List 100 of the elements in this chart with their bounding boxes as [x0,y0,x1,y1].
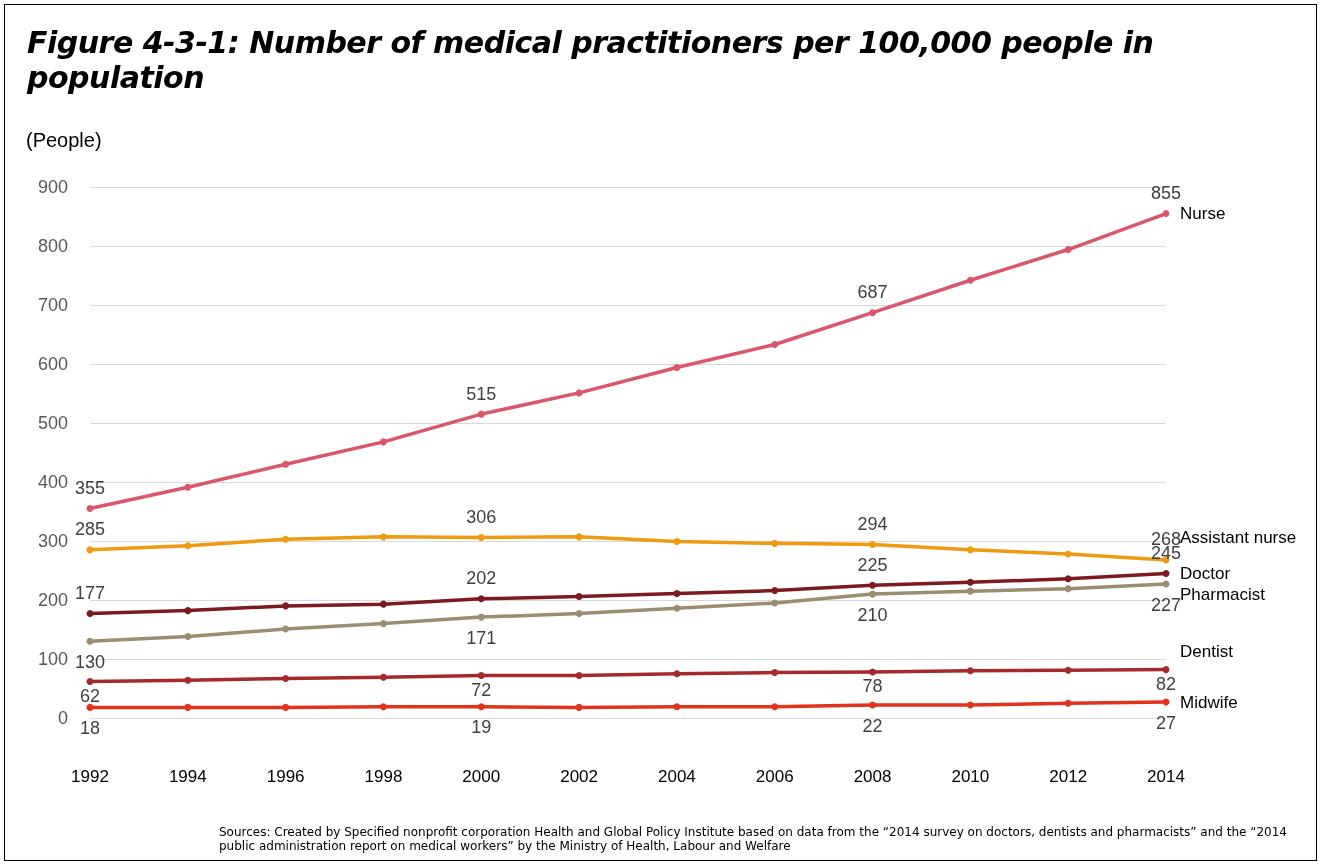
point [184,676,192,684]
point [477,595,485,603]
y-tick-label: 300 [37,531,68,551]
point [673,703,681,711]
point [379,600,387,608]
point [966,546,974,554]
data-label: 855 [1150,183,1182,204]
data-label: 355 [74,478,106,499]
data-label: 19 [471,717,492,738]
data-label: 306 [466,506,497,527]
x-tick-label: 2014 [1147,767,1185,786]
data-label: 202 [466,568,497,589]
x-tick-label: 1992 [71,767,109,786]
point [673,590,681,598]
point [673,538,681,546]
point [1162,666,1170,674]
point [86,677,94,685]
point [1162,569,1170,577]
point [282,602,290,610]
source-note: Sources: Created by Specified nonprofit corporation Health and Global Policy Institute based on data from the “2014 survey on doctors, dentists and pharmacists” and the “2014 public administration report on medical workers” by the Ministry of Health, Labour and Welfare [219,825,1288,853]
point [869,668,877,676]
data-label: 171 [466,627,497,648]
point [184,633,192,641]
point [477,613,485,621]
data-label: 27 [1155,712,1177,733]
point [869,590,877,598]
point [1064,550,1072,558]
y-axis-title: (People) [26,129,102,151]
point [477,533,485,541]
series-label: Dentist [1180,642,1234,662]
point [477,672,485,680]
point [575,533,583,541]
point [282,674,290,682]
y-tick-label: 700 [37,295,68,315]
point [575,672,583,680]
x-tick-label: 2010 [951,767,990,786]
data-label: 62 [79,685,101,706]
series-label: Midwife [1180,692,1238,712]
point [184,542,192,550]
point [1162,210,1170,218]
data-label: 78 [862,676,883,697]
point [673,604,681,612]
point [282,703,290,711]
data-label: 294 [857,514,888,535]
point [869,701,877,709]
y-tick-label: 800 [37,236,68,256]
point [869,541,877,549]
x-tick-label: 1994 [168,767,207,786]
y-tick-label: 0 [57,708,68,728]
point [771,599,779,607]
point [379,533,387,541]
data-label: 285 [74,519,106,540]
point [673,670,681,678]
point [379,703,387,711]
point [184,703,192,711]
point [379,438,387,446]
point [1064,246,1072,254]
chart-title: Figure 4-3-1: Number of medical practitioners per 100,000 people in population [27,25,1155,95]
data-label: 72 [471,680,492,701]
x-tick-label: 2008 [853,767,892,786]
x-tick-label: 2000 [462,767,501,786]
point [771,587,779,595]
x-tick-label: 2006 [755,767,794,786]
x-tick-label: 2002 [560,767,598,786]
point [966,578,974,586]
point [771,539,779,547]
point [86,637,94,645]
point [86,610,94,618]
data-label: 227 [1150,594,1182,615]
point [966,667,974,675]
y-tick-label: 500 [37,413,68,433]
series-label: Assistant nurse [1180,528,1297,548]
point [477,703,485,711]
data-label: 82 [1155,674,1177,695]
point [966,701,974,709]
point [1064,699,1072,707]
series-label: Doctor [1180,563,1231,583]
data-label: 130 [74,651,106,672]
point [1064,585,1072,593]
point [966,587,974,595]
data-label: 515 [466,383,497,404]
point [86,703,94,711]
data-label: 18 [79,717,101,738]
x-tick-label: 1998 [364,767,403,786]
y-tick-label: 200 [37,590,68,610]
point [575,703,583,711]
data-label: 225 [857,554,888,575]
data-label: 22 [862,715,883,736]
y-tick-label: 600 [37,354,68,374]
point [869,581,877,589]
point [575,610,583,618]
point [673,364,681,372]
series-label: Pharmacist [1180,584,1266,604]
point [379,620,387,628]
point [86,505,94,513]
point [184,483,192,491]
point [575,592,583,600]
point [869,309,877,317]
x-tick-label: 2004 [658,767,696,786]
point [1064,666,1072,674]
